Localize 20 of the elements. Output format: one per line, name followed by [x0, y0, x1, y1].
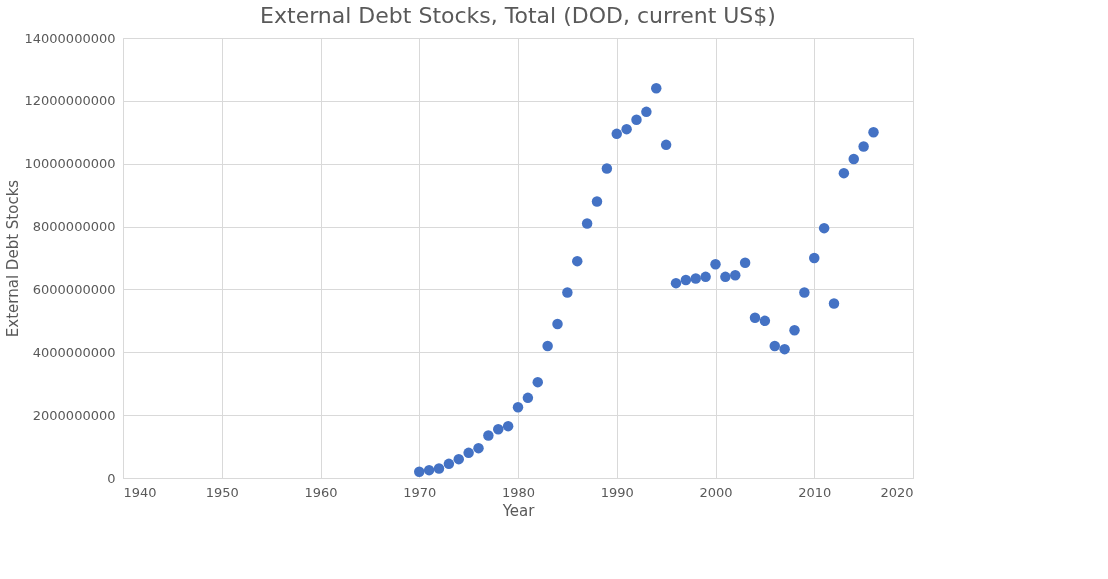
x-tick-label: 1950	[205, 484, 239, 500]
x-tick-label: 1980	[501, 484, 536, 500]
chart-title: External Debt Stocks, Total (DOD, current US$)	[260, 3, 776, 28]
x-axis-title: Year	[501, 501, 536, 520]
x-tick-label: 1960	[304, 484, 338, 500]
y-tick-label: 6000000000	[32, 281, 116, 297]
x-tick-label: 2000	[699, 484, 733, 500]
y-tick-label: 10000000000	[24, 156, 116, 172]
y-axis-title: External Debt Stocks	[3, 179, 22, 338]
x-tick-label: 1970	[403, 484, 437, 500]
y-tick-label: 2000000000	[32, 407, 116, 423]
x-tick-label: 2020	[880, 484, 914, 500]
x-tick-label: 2010	[798, 484, 832, 500]
y-tick-label: 0	[107, 470, 116, 486]
y-tick-label: 8000000000	[32, 219, 116, 235]
y-tick-label: 4000000000	[32, 344, 116, 360]
y-tick-label: 14000000000	[24, 30, 116, 46]
x-tick-label: 1940	[123, 484, 157, 500]
x-tick-label: 1990	[600, 484, 634, 500]
y-tick-label: 12000000000	[24, 93, 116, 109]
